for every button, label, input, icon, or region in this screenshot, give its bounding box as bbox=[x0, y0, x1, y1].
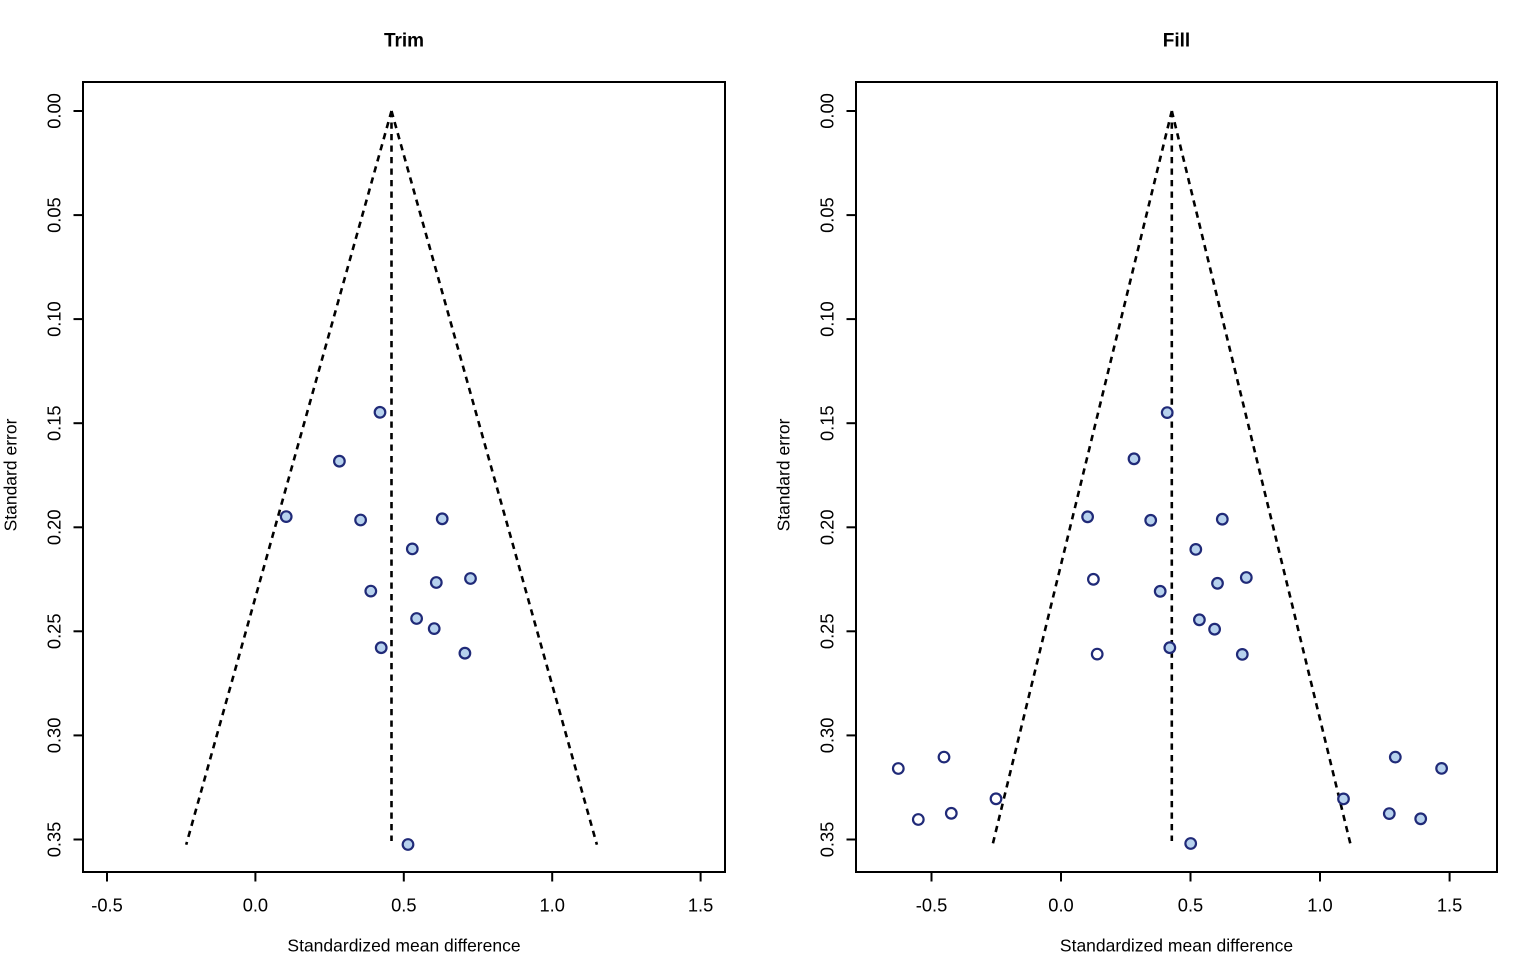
svg-text:-0.5: -0.5 bbox=[916, 895, 948, 916]
svg-text:Standard error: Standard error bbox=[774, 418, 794, 531]
svg-text:1.0: 1.0 bbox=[539, 895, 564, 916]
svg-text:0.25: 0.25 bbox=[44, 614, 65, 650]
svg-text:1.0: 1.0 bbox=[1307, 895, 1332, 916]
svg-text:Trim: Trim bbox=[384, 31, 424, 52]
svg-text:0.15: 0.15 bbox=[44, 405, 65, 441]
svg-text:0.10: 0.10 bbox=[44, 301, 65, 337]
svg-text:0.15: 0.15 bbox=[817, 405, 838, 441]
svg-text:0.05: 0.05 bbox=[44, 197, 65, 233]
svg-text:-0.5: -0.5 bbox=[91, 895, 123, 916]
svg-text:0.05: 0.05 bbox=[817, 197, 838, 233]
svg-text:0.10: 0.10 bbox=[817, 301, 838, 337]
svg-text:Standardized mean difference: Standardized mean difference bbox=[1060, 936, 1293, 956]
svg-text:0.0: 0.0 bbox=[1048, 895, 1073, 916]
svg-text:Fill: Fill bbox=[1163, 31, 1190, 52]
svg-text:0.35: 0.35 bbox=[817, 822, 838, 858]
svg-text:Standardized mean difference: Standardized mean difference bbox=[287, 936, 520, 956]
svg-text:0.00: 0.00 bbox=[817, 93, 838, 129]
svg-text:0.25: 0.25 bbox=[817, 614, 838, 650]
svg-text:0.30: 0.30 bbox=[44, 718, 65, 754]
svg-text:0.20: 0.20 bbox=[44, 510, 65, 546]
svg-text:1.5: 1.5 bbox=[1437, 895, 1462, 916]
svg-text:0.5: 0.5 bbox=[1178, 895, 1203, 916]
svg-text:0.5: 0.5 bbox=[391, 895, 416, 916]
svg-text:0.30: 0.30 bbox=[817, 718, 838, 754]
svg-text:Standard error: Standard error bbox=[1, 418, 21, 531]
svg-text:0.00: 0.00 bbox=[44, 93, 65, 129]
svg-text:1.5: 1.5 bbox=[688, 895, 713, 916]
svg-text:0.35: 0.35 bbox=[44, 822, 65, 858]
svg-text:0.0: 0.0 bbox=[243, 895, 268, 916]
svg-text:0.20: 0.20 bbox=[817, 510, 838, 546]
